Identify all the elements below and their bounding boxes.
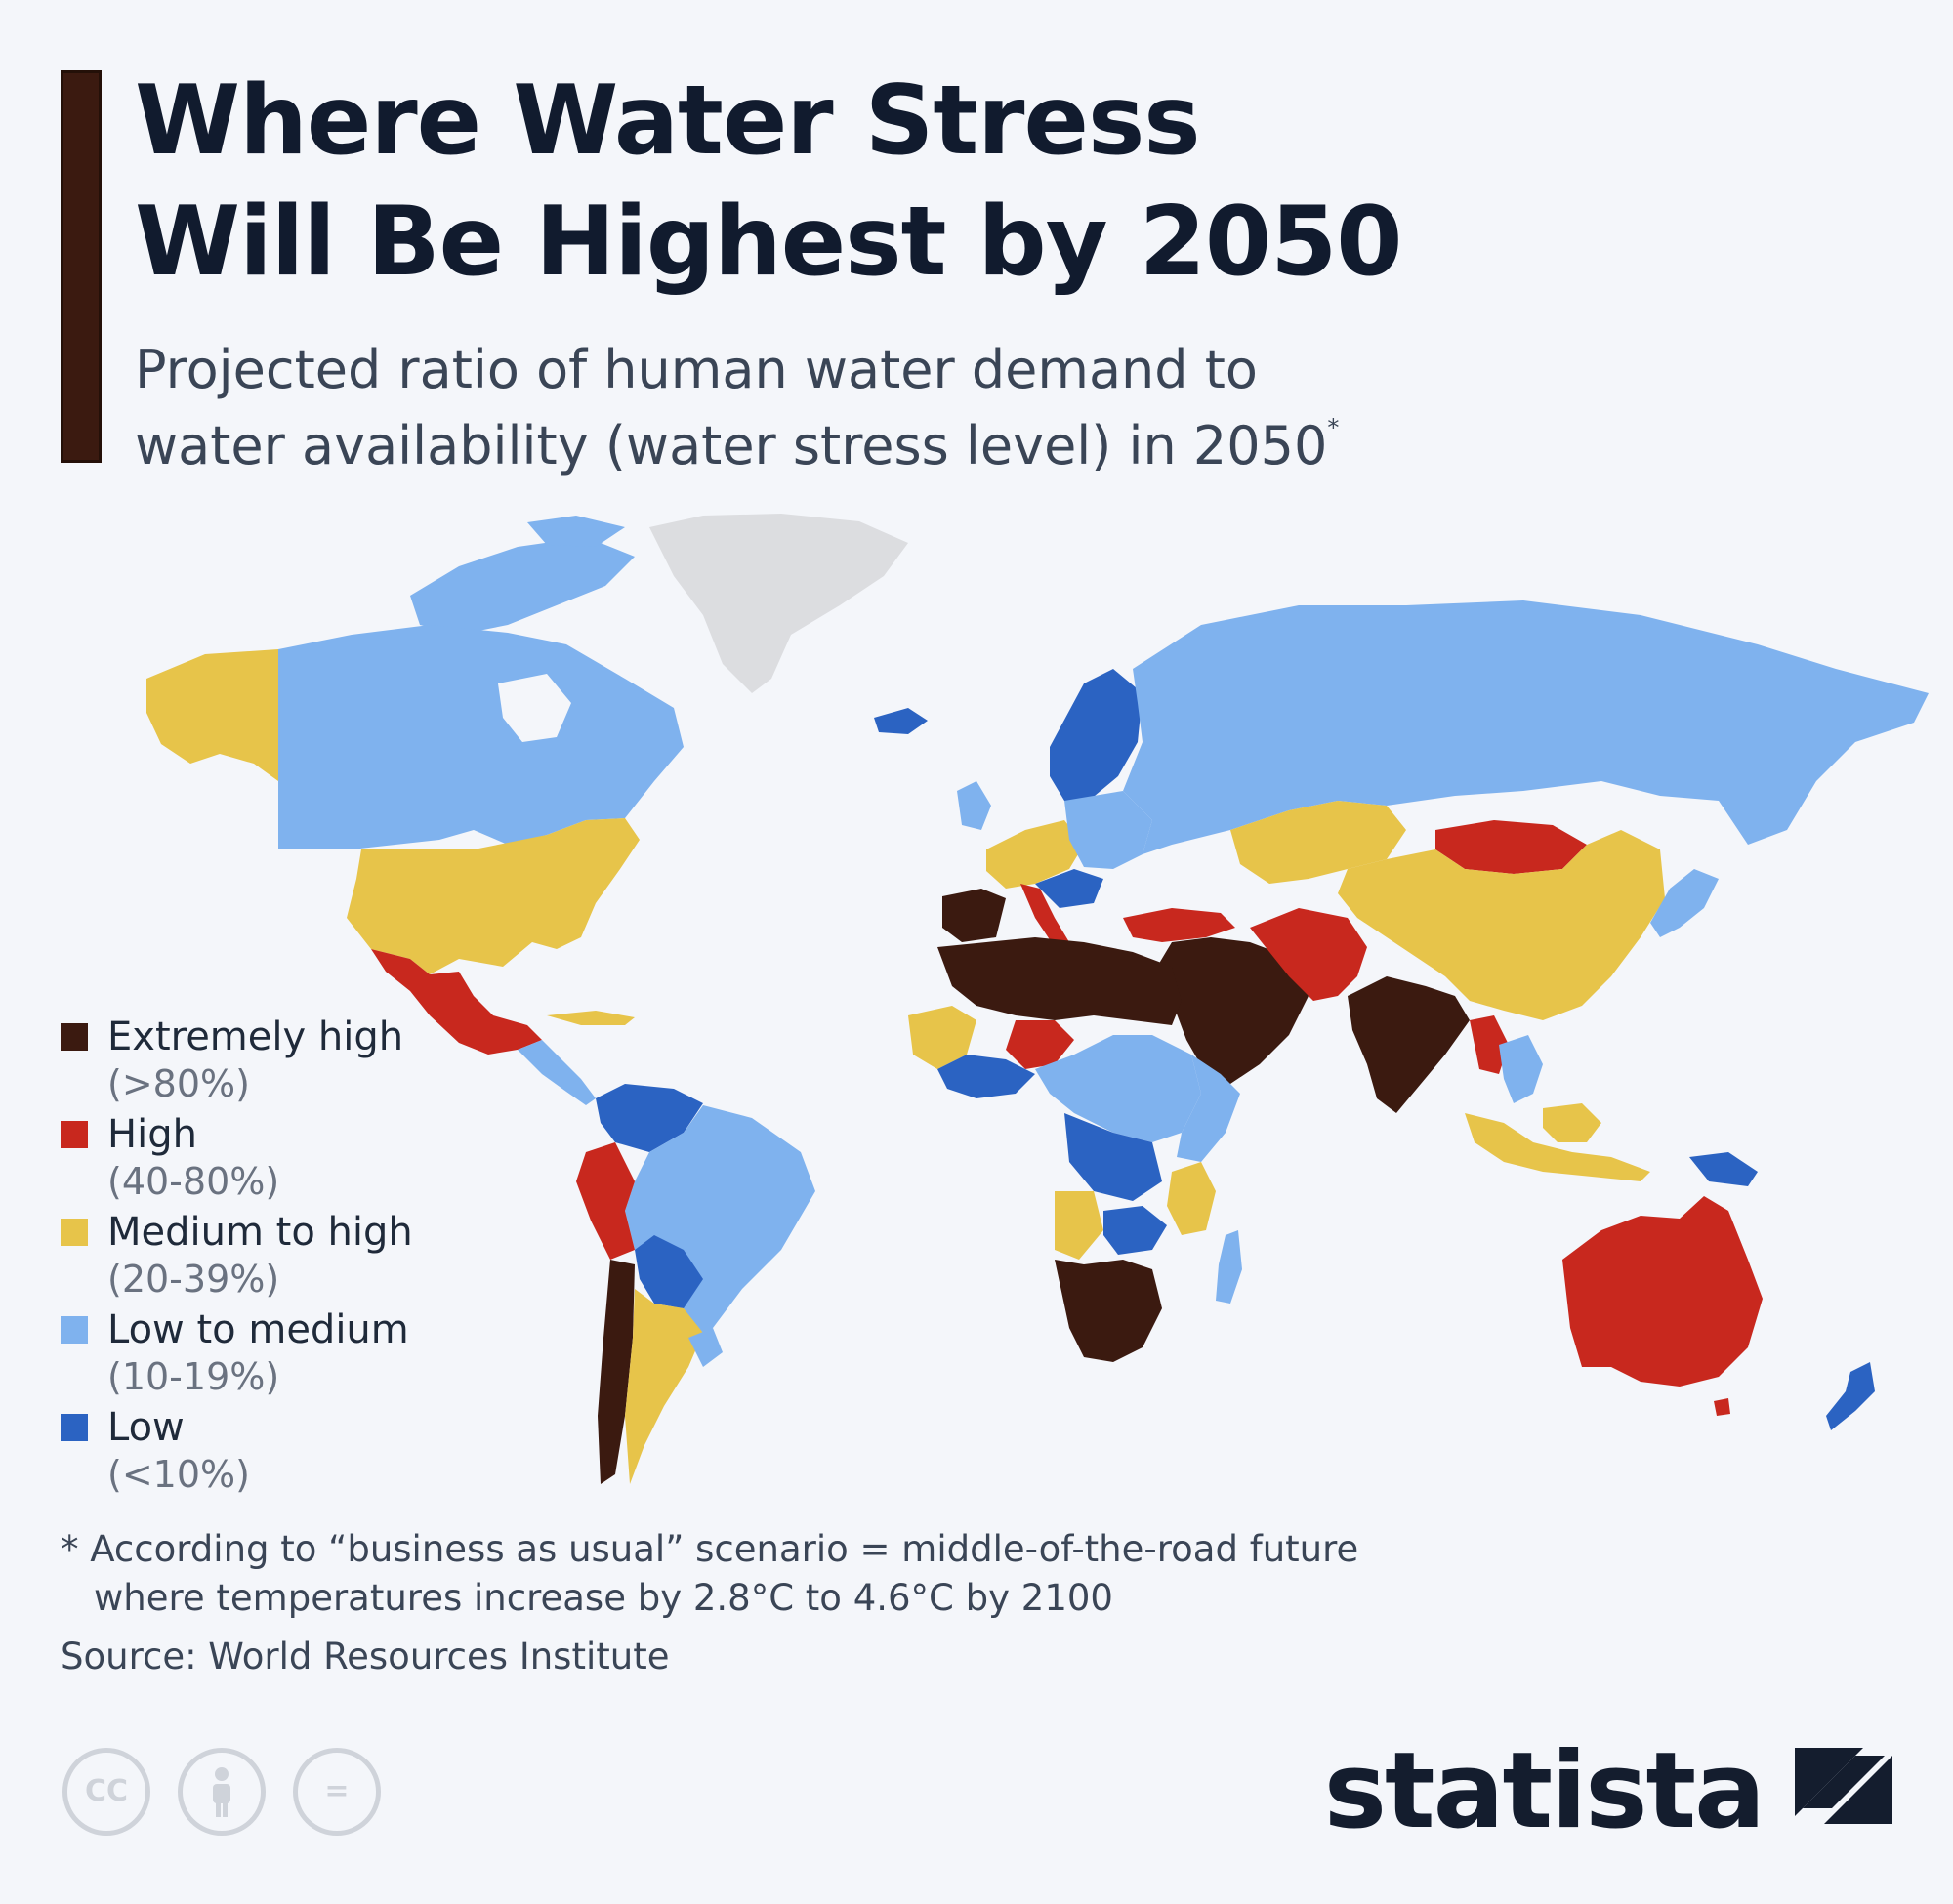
subtitle-line-2-wrap: water availability (water stress level) … (135, 408, 1600, 484)
legend-swatch-high (61, 1121, 88, 1148)
region-indonesia (1465, 1113, 1650, 1181)
world-map (146, 514, 1929, 1484)
region-peru (576, 1142, 635, 1260)
legend-item-low-to-medium: Low to medium (10-19%) (61, 1304, 451, 1402)
legend-swatch-low-to-medium (61, 1316, 88, 1344)
legend-label: Medium to high (107, 1210, 413, 1255)
region-argentina (625, 1289, 703, 1484)
region-arctic-islands (527, 516, 625, 547)
region-west-africa (908, 1006, 976, 1069)
region-eastern-europe (1064, 791, 1152, 869)
footnote-line-1: * According to “business as usual” scena… (61, 1528, 1359, 1570)
legend-label: Extremely high (107, 1014, 404, 1059)
region-central-america (518, 1040, 596, 1105)
region-caribbean (547, 1011, 635, 1025)
region-uruguay (688, 1328, 723, 1367)
legend-item-low: Low (<10%) (61, 1402, 451, 1500)
chart-title: Where Water Stress Will Be Highest by 20… (135, 61, 1600, 303)
legend-label: Low (107, 1405, 185, 1450)
region-borneo (1543, 1103, 1601, 1142)
region-india (1348, 976, 1470, 1113)
region-arctic-archipelago (410, 537, 635, 635)
region-mexico (371, 949, 542, 1055)
no-derivatives-icon-text: = (324, 1774, 350, 1808)
legend-label: High (107, 1112, 197, 1157)
region-greenland (649, 514, 908, 693)
region-iberia (942, 889, 1006, 942)
subtitle-footnote-marker: * (1327, 414, 1340, 441)
region-zambia (1103, 1206, 1167, 1255)
legend-swatch-extremely-high (61, 1023, 88, 1051)
region-iran-pakistan (1250, 908, 1367, 1001)
source-note: Source: World Resources Institute (61, 1635, 670, 1677)
legend-item-extremely-high: Extremely high (>80%) (61, 1012, 451, 1109)
region-north-africa (937, 937, 1182, 1025)
region-middle-east (1157, 937, 1309, 1084)
no-derivatives-icon[interactable]: = (293, 1748, 381, 1836)
region-central-africa (1035, 1035, 1201, 1142)
region-chile (598, 1260, 635, 1484)
attribution-person-glyph (213, 1767, 230, 1817)
hudson-bay (498, 674, 571, 742)
region-sahel (1006, 1020, 1074, 1069)
legend-item-medium-to-high: Medium to high (20-39%) (61, 1207, 451, 1304)
region-angola (1055, 1191, 1103, 1260)
legend-swatch-medium-to-high (61, 1219, 88, 1246)
title-line-1: Where Water Stress (135, 65, 1201, 177)
region-australia (1562, 1196, 1763, 1387)
region-papua (1689, 1152, 1758, 1186)
region-myanmar (1470, 1015, 1509, 1074)
subtitle-line-1: Projected ratio of human water demand to (135, 339, 1258, 400)
region-madagascar (1216, 1230, 1242, 1304)
region-new-zealand (1826, 1362, 1875, 1430)
map-legend: Extremely high (>80%) High (40-80%) Medi… (61, 1012, 451, 1500)
legend-label: Low to medium (107, 1307, 409, 1352)
subtitle-line-2: water availability (water stress level) … (135, 415, 1328, 476)
region-east-africa (1177, 1055, 1240, 1162)
legend-range: (>80%) (107, 1062, 250, 1105)
footnote: * According to “business as usual” scena… (61, 1525, 1358, 1623)
region-mongolia (1435, 820, 1587, 874)
statista-mark-icon (1795, 1748, 1892, 1845)
region-italy (1020, 884, 1069, 947)
region-canada (278, 625, 684, 849)
region-western-europe (986, 820, 1084, 889)
legend-range: (40-80%) (107, 1160, 280, 1203)
legend-range: (10-19%) (107, 1355, 280, 1398)
region-bolivia (635, 1235, 703, 1308)
region-balkans (1035, 869, 1103, 908)
legend-swatch-low (61, 1414, 88, 1441)
region-alaska (146, 649, 278, 781)
region-tanzania (1167, 1162, 1216, 1235)
cc-icon-text: CC (84, 1774, 129, 1808)
region-iceland (874, 708, 928, 734)
attribution-icon[interactable] (178, 1748, 266, 1836)
legend-range: (20-39%) (107, 1258, 280, 1301)
region-scandinavia (1050, 669, 1143, 801)
region-russia (1123, 600, 1929, 854)
footnote-line-2: where temperatures increase by 2.8°C to … (94, 1577, 1113, 1619)
region-japan (1650, 869, 1719, 937)
region-gulf-of-guinea (937, 1055, 1035, 1098)
region-southern-africa (1055, 1260, 1162, 1362)
region-colombia-venezuela (596, 1084, 703, 1152)
region-congo (1064, 1113, 1162, 1201)
region-se-asia (1499, 1035, 1543, 1103)
region-turkey (1123, 908, 1235, 942)
region-usa (347, 818, 640, 974)
chart-subtitle: Projected ratio of human water demand to… (135, 332, 1600, 484)
region-china (1338, 830, 1665, 1020)
region-kazakhstan (1230, 801, 1406, 884)
title-line-2: Will Be Highest by 2050 (135, 186, 1402, 298)
title-accent-bar (61, 70, 102, 463)
cc-icon[interactable]: CC (62, 1748, 150, 1836)
legend-item-high: High (40-80%) (61, 1109, 451, 1207)
logo-text: statista (1323, 1730, 1766, 1852)
region-uk (957, 781, 991, 830)
region-tasmania (1714, 1398, 1730, 1416)
legend-range: (<10%) (107, 1453, 250, 1496)
